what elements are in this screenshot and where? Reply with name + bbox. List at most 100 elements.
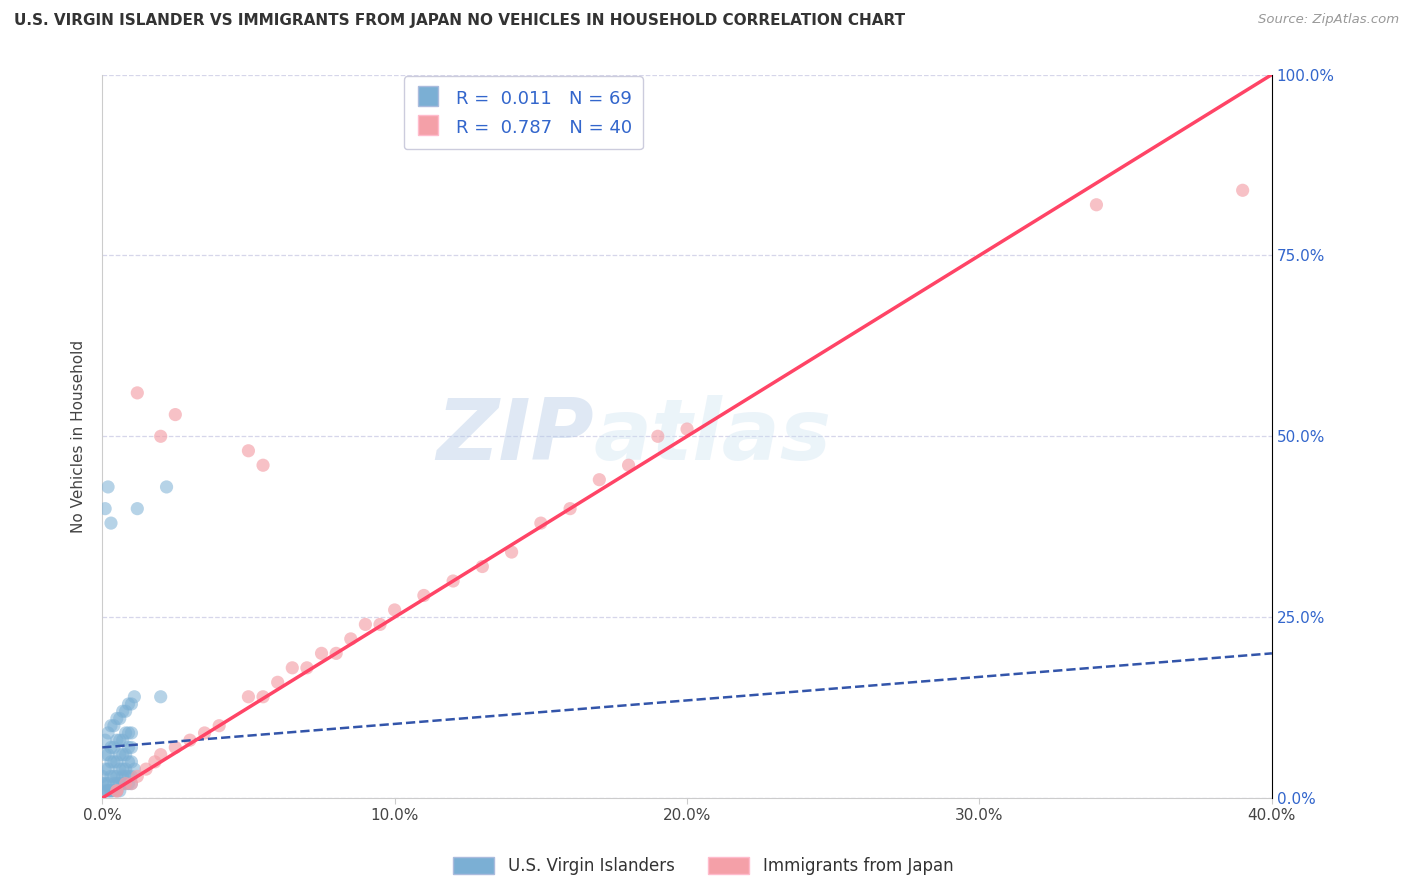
Point bbox=[103, 784, 125, 798]
Point bbox=[105, 784, 128, 798]
Point bbox=[1232, 183, 1254, 197]
Point bbox=[103, 769, 125, 783]
Point bbox=[127, 501, 149, 516]
Point bbox=[120, 776, 142, 790]
Point bbox=[120, 697, 142, 711]
Point bbox=[179, 733, 201, 747]
Point bbox=[117, 755, 139, 769]
Point bbox=[114, 762, 136, 776]
Point bbox=[100, 719, 122, 733]
Point bbox=[120, 740, 142, 755]
Point bbox=[149, 690, 172, 704]
Point bbox=[114, 726, 136, 740]
Point bbox=[238, 443, 260, 458]
Point bbox=[91, 769, 114, 783]
Point bbox=[108, 762, 131, 776]
Point bbox=[558, 501, 581, 516]
Point bbox=[1085, 198, 1108, 212]
Legend: R =  0.011   N = 69, R =  0.787   N = 40: R = 0.011 N = 69, R = 0.787 N = 40 bbox=[404, 77, 643, 149]
Point bbox=[105, 784, 128, 798]
Point bbox=[97, 480, 120, 494]
Point bbox=[295, 661, 318, 675]
Point bbox=[208, 719, 231, 733]
Point bbox=[94, 501, 117, 516]
Point bbox=[165, 408, 187, 422]
Point bbox=[384, 603, 406, 617]
Point bbox=[108, 784, 131, 798]
Point bbox=[108, 711, 131, 725]
Point bbox=[97, 784, 120, 798]
Point bbox=[91, 776, 114, 790]
Point bbox=[97, 784, 120, 798]
Point bbox=[165, 740, 187, 755]
Point bbox=[252, 690, 274, 704]
Point bbox=[238, 690, 260, 704]
Point bbox=[100, 755, 122, 769]
Point bbox=[325, 646, 347, 660]
Point bbox=[588, 473, 610, 487]
Point bbox=[311, 646, 333, 660]
Point bbox=[252, 458, 274, 473]
Point bbox=[339, 632, 361, 646]
Point bbox=[114, 769, 136, 783]
Point bbox=[471, 559, 494, 574]
Point bbox=[111, 747, 134, 762]
Point bbox=[354, 617, 377, 632]
Point bbox=[114, 776, 136, 790]
Point bbox=[111, 762, 134, 776]
Point bbox=[105, 755, 128, 769]
Point bbox=[97, 762, 120, 776]
Point bbox=[120, 776, 142, 790]
Point bbox=[97, 776, 120, 790]
Point bbox=[127, 769, 149, 783]
Point bbox=[100, 516, 122, 530]
Point bbox=[117, 726, 139, 740]
Point bbox=[108, 747, 131, 762]
Point bbox=[127, 385, 149, 400]
Point bbox=[103, 776, 125, 790]
Point bbox=[143, 755, 166, 769]
Point bbox=[94, 776, 117, 790]
Point bbox=[100, 784, 122, 798]
Point bbox=[676, 422, 699, 436]
Point bbox=[111, 769, 134, 783]
Point bbox=[103, 719, 125, 733]
Point bbox=[100, 740, 122, 755]
Point bbox=[105, 769, 128, 783]
Point bbox=[266, 675, 288, 690]
Text: atlas: atlas bbox=[593, 395, 831, 478]
Point bbox=[108, 733, 131, 747]
Point bbox=[281, 661, 304, 675]
Legend: U.S. Virgin Islanders, Immigrants from Japan: U.S. Virgin Islanders, Immigrants from J… bbox=[446, 850, 960, 882]
Point bbox=[114, 747, 136, 762]
Point bbox=[193, 726, 215, 740]
Point bbox=[94, 747, 117, 762]
Point bbox=[111, 776, 134, 790]
Point bbox=[94, 784, 117, 798]
Point bbox=[100, 769, 122, 783]
Point bbox=[117, 740, 139, 755]
Text: ZIP: ZIP bbox=[436, 395, 593, 478]
Point bbox=[501, 545, 523, 559]
Point bbox=[105, 776, 128, 790]
Point bbox=[100, 784, 122, 798]
Point bbox=[111, 733, 134, 747]
Text: Source: ZipAtlas.com: Source: ZipAtlas.com bbox=[1258, 13, 1399, 27]
Point bbox=[120, 755, 142, 769]
Point bbox=[647, 429, 669, 443]
Point bbox=[105, 711, 128, 725]
Point bbox=[120, 769, 142, 783]
Point bbox=[103, 740, 125, 755]
Text: U.S. VIRGIN ISLANDER VS IMMIGRANTS FROM JAPAN NO VEHICLES IN HOUSEHOLD CORRELATI: U.S. VIRGIN ISLANDER VS IMMIGRANTS FROM … bbox=[14, 13, 905, 29]
Point bbox=[94, 762, 117, 776]
Point bbox=[617, 458, 640, 473]
Point bbox=[530, 516, 553, 530]
Point bbox=[114, 776, 136, 790]
Point bbox=[105, 733, 128, 747]
Point bbox=[103, 755, 125, 769]
Point bbox=[94, 733, 117, 747]
Point bbox=[412, 589, 434, 603]
Point bbox=[97, 726, 120, 740]
Point bbox=[114, 704, 136, 718]
Point bbox=[149, 747, 172, 762]
